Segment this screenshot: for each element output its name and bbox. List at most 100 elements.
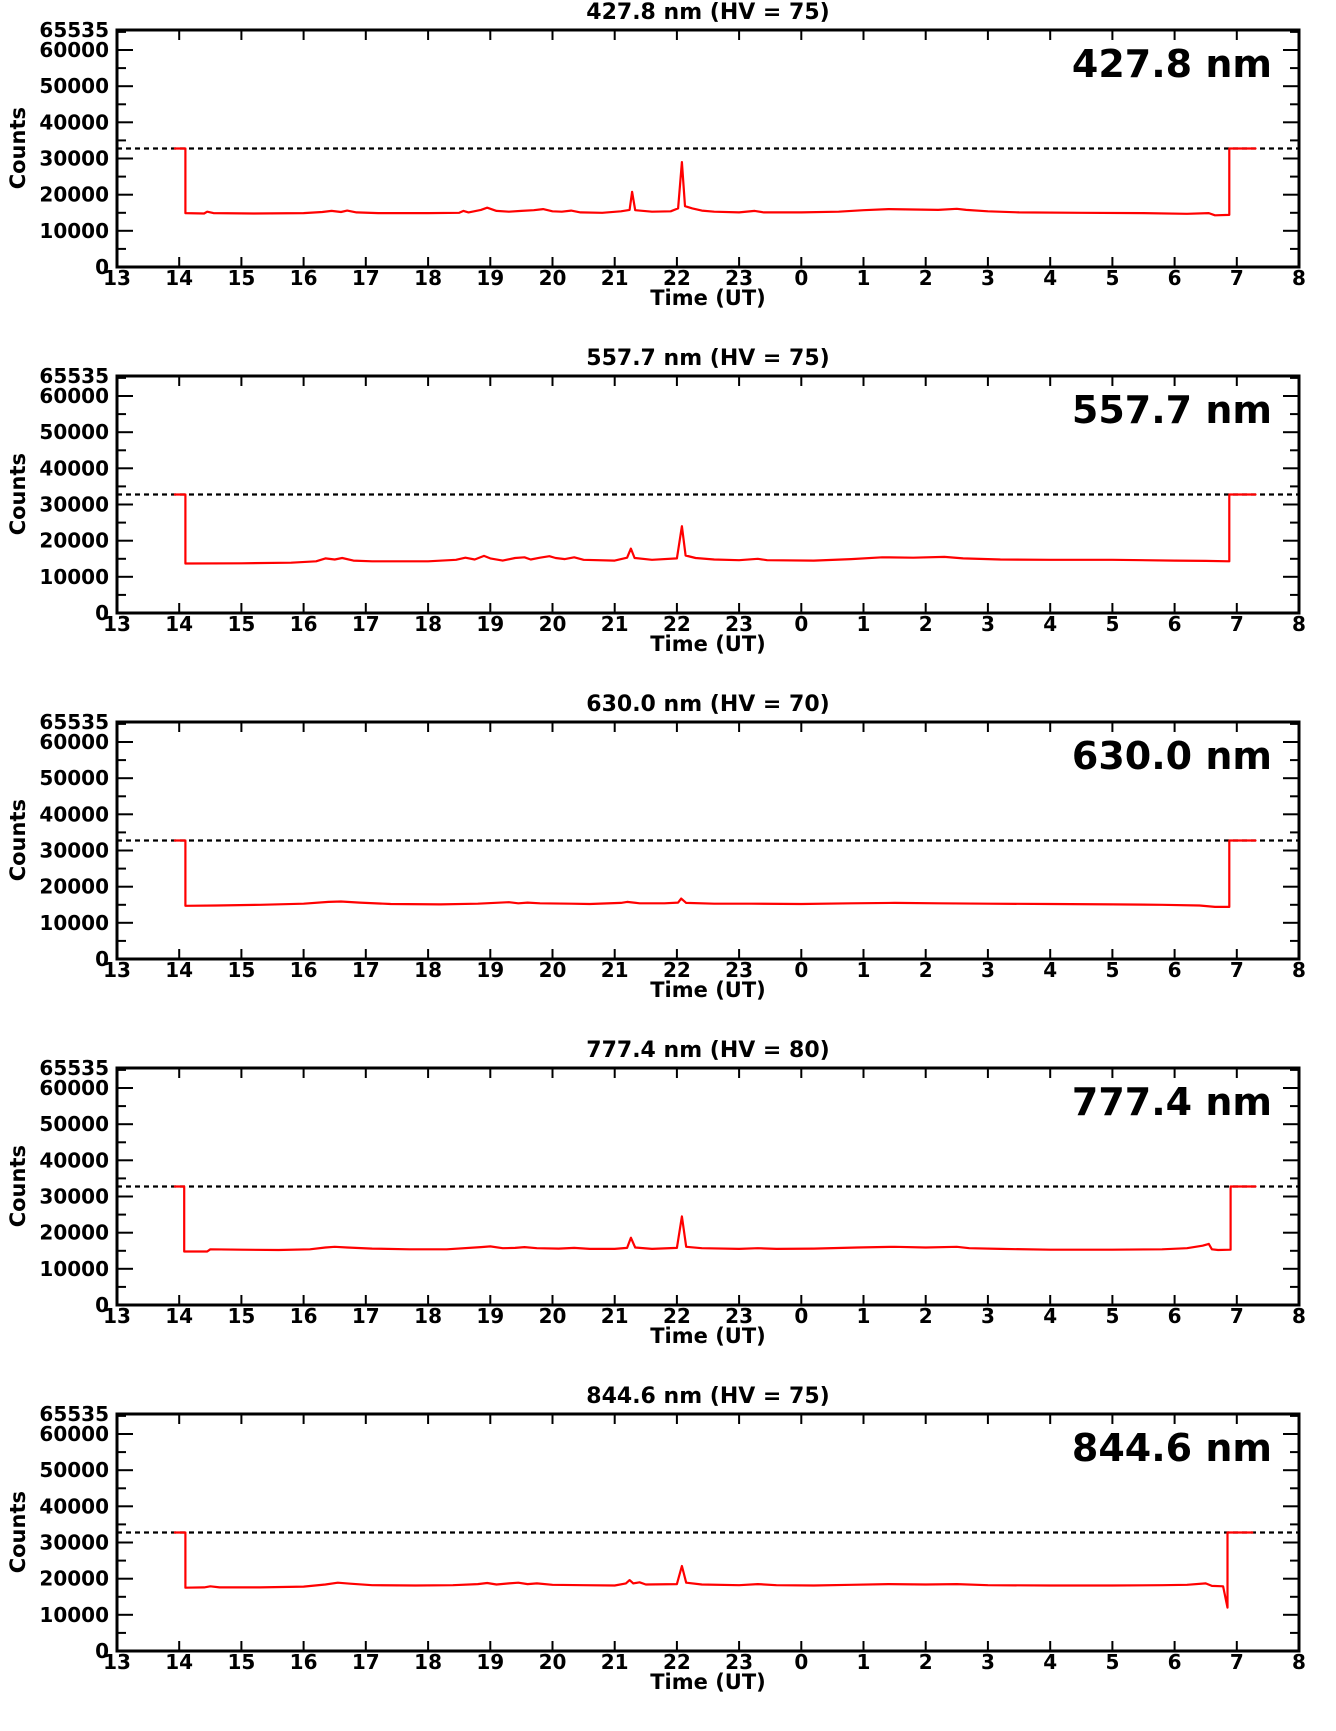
svg-text:0: 0 xyxy=(794,1304,808,1328)
svg-text:3: 3 xyxy=(981,612,995,636)
svg-text:3: 3 xyxy=(981,1304,995,1328)
svg-text:18: 18 xyxy=(414,1650,442,1674)
svg-text:8: 8 xyxy=(1292,958,1306,982)
svg-text:22: 22 xyxy=(663,612,691,636)
svg-text:16: 16 xyxy=(290,1304,318,1328)
svg-text:17: 17 xyxy=(352,958,380,982)
y-axis-title-text: Counts xyxy=(6,1145,30,1228)
y-axis-title: Counts xyxy=(6,376,30,613)
panel-5-title: 844.6 nm (HV = 75) xyxy=(586,1384,830,1409)
svg-text:16: 16 xyxy=(290,1650,318,1674)
svg-text:14: 14 xyxy=(165,266,193,290)
y-axis-title-text: Counts xyxy=(6,799,30,882)
svg-text:23: 23 xyxy=(725,1650,753,1674)
svg-text:1: 1 xyxy=(857,958,871,982)
svg-text:60000: 60000 xyxy=(39,730,109,754)
svg-text:4: 4 xyxy=(1043,266,1057,290)
svg-text:18: 18 xyxy=(414,1304,442,1328)
svg-text:5: 5 xyxy=(1105,1650,1119,1674)
x-axis-title: Time (UT) xyxy=(650,978,766,1002)
svg-text:21: 21 xyxy=(601,958,629,982)
svg-text:23: 23 xyxy=(725,1304,753,1328)
svg-text:22: 22 xyxy=(663,1650,691,1674)
svg-text:5: 5 xyxy=(1105,1304,1119,1328)
svg-text:20000: 20000 xyxy=(39,529,109,553)
panel-1: 0 10000 20000 30000 40000 50000 60000 65535 13 14… xyxy=(0,0,1336,346)
panel-3-wavelength-label: 630.0 nm xyxy=(1071,734,1272,778)
svg-text:20: 20 xyxy=(539,1650,567,1674)
y-axis-title-text: Counts xyxy=(6,107,30,190)
svg-text:18: 18 xyxy=(414,266,442,290)
svg-text:23: 23 xyxy=(725,266,753,290)
y-axis-title-text: Counts xyxy=(6,453,30,536)
svg-text:7: 7 xyxy=(1230,1304,1244,1328)
svg-text:6: 6 xyxy=(1168,958,1182,982)
svg-text:3: 3 xyxy=(981,958,995,982)
svg-text:22: 22 xyxy=(663,266,691,290)
svg-text:19: 19 xyxy=(476,1650,504,1674)
svg-text:2: 2 xyxy=(919,266,933,290)
svg-text:20: 20 xyxy=(539,266,567,290)
svg-text:65535: 65535 xyxy=(39,18,109,42)
svg-text:30000: 30000 xyxy=(39,839,109,863)
svg-text:21: 21 xyxy=(601,1650,629,1674)
svg-text:10000: 10000 xyxy=(39,219,109,243)
svg-text:16: 16 xyxy=(290,266,318,290)
svg-text:7: 7 xyxy=(1230,1650,1244,1674)
svg-text:1: 1 xyxy=(857,1650,871,1674)
svg-text:40000: 40000 xyxy=(39,802,109,826)
svg-text:5: 5 xyxy=(1105,958,1119,982)
svg-text:23: 23 xyxy=(725,612,753,636)
svg-text:10000: 10000 xyxy=(39,1603,109,1627)
svg-text:30000: 30000 xyxy=(39,147,109,171)
y-axis-title-text: Counts xyxy=(6,1491,30,1574)
svg-text:30000: 30000 xyxy=(39,1185,109,1209)
svg-text:4: 4 xyxy=(1043,958,1057,982)
svg-text:30000: 30000 xyxy=(39,1531,109,1555)
svg-text:6: 6 xyxy=(1168,266,1182,290)
panel-1-title: 427.8 nm (HV = 75) xyxy=(586,0,830,25)
svg-text:19: 19 xyxy=(476,958,504,982)
panel-3-title: 630.0 nm (HV = 70) xyxy=(586,692,830,717)
svg-text:14: 14 xyxy=(165,1650,193,1674)
svg-text:6: 6 xyxy=(1168,612,1182,636)
svg-text:16: 16 xyxy=(290,612,318,636)
svg-text:3: 3 xyxy=(981,1650,995,1674)
svg-text:3: 3 xyxy=(981,266,995,290)
svg-text:10000: 10000 xyxy=(39,911,109,935)
svg-text:4: 4 xyxy=(1043,1304,1057,1328)
panel-4-wavelength-label: 777.4 nm xyxy=(1071,1080,1272,1124)
panel-1-wavelength-label: 427.8 nm xyxy=(1071,42,1272,86)
svg-text:2: 2 xyxy=(919,612,933,636)
svg-text:50000: 50000 xyxy=(39,420,109,444)
svg-text:10000: 10000 xyxy=(39,565,109,589)
svg-text:50000: 50000 xyxy=(39,766,109,790)
panel-2-title: 557.7 nm (HV = 75) xyxy=(586,346,830,371)
svg-text:1: 1 xyxy=(857,266,871,290)
y-axis-title: Counts xyxy=(6,1068,30,1305)
svg-text:4: 4 xyxy=(1043,1650,1057,1674)
x-axis-title: Time (UT) xyxy=(650,632,766,656)
svg-text:18: 18 xyxy=(414,958,442,982)
svg-text:65535: 65535 xyxy=(39,364,109,388)
svg-text:8: 8 xyxy=(1292,1650,1306,1674)
svg-text:0: 0 xyxy=(794,266,808,290)
svg-text:20000: 20000 xyxy=(39,875,109,899)
svg-text:13: 13 xyxy=(103,1304,131,1328)
panel-5-wavelength-label: 844.6 nm xyxy=(1071,1426,1272,1470)
svg-text:0: 0 xyxy=(794,1650,808,1674)
svg-text:60000: 60000 xyxy=(39,38,109,62)
svg-text:15: 15 xyxy=(227,1650,255,1674)
svg-text:22: 22 xyxy=(663,1304,691,1328)
svg-text:0: 0 xyxy=(95,601,109,625)
svg-text:21: 21 xyxy=(601,266,629,290)
panel-2: 0 10000 20000 30000 40000 50000 60000 65535 13 14… xyxy=(0,346,1336,692)
svg-text:20: 20 xyxy=(539,958,567,982)
svg-text:17: 17 xyxy=(352,266,380,290)
svg-text:0: 0 xyxy=(794,612,808,636)
svg-text:17: 17 xyxy=(352,1650,380,1674)
svg-text:14: 14 xyxy=(165,612,193,636)
